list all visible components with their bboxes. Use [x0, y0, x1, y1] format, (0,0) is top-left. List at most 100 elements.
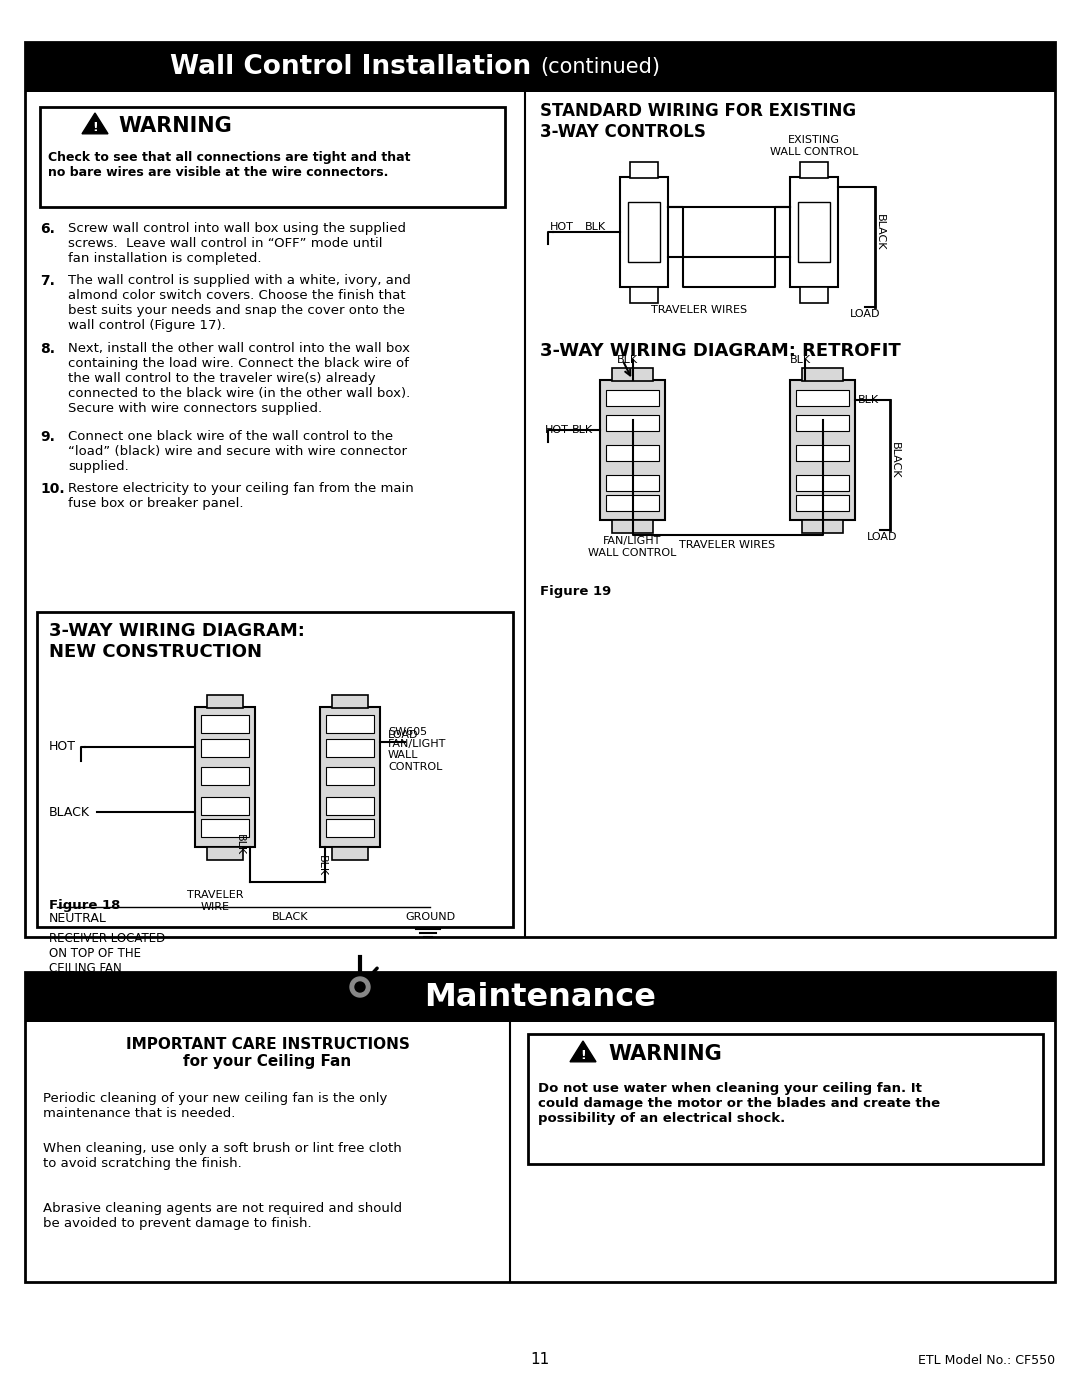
Bar [796, 390, 849, 407]
Bar [796, 495, 849, 511]
Bar [332, 847, 368, 861]
Bar [606, 390, 659, 407]
Text: BLK: BLK [235, 834, 245, 855]
Bar [630, 286, 658, 303]
Text: WARNING: WARNING [608, 1044, 721, 1065]
Bar [326, 819, 374, 837]
Bar [620, 177, 669, 286]
Text: Screw wall control into wall box using the supplied
screws.  Leave wall control : Screw wall control into wall box using t… [68, 222, 406, 265]
Text: SW605
FAN/LIGHT
WALL
CONTROL: SW605 FAN/LIGHT WALL CONTROL [388, 726, 446, 771]
Text: IMPORTANT CARE INSTRUCTIONS
for your Ceiling Fan: IMPORTANT CARE INSTRUCTIONS for your Cei… [125, 1037, 409, 1069]
Bar [25, 972, 1055, 1282]
Text: !: ! [92, 120, 98, 134]
Text: Connect one black wire of the wall control to the
“load” (black) wire and secure: Connect one black wire of the wall contr… [68, 430, 407, 474]
Text: 9.: 9. [40, 430, 55, 444]
Text: Wall Control Installation: Wall Control Installation [170, 54, 540, 80]
Bar [40, 108, 505, 207]
Text: BLACK: BLACK [49, 806, 90, 819]
Bar [606, 446, 659, 461]
Bar [201, 715, 249, 733]
Circle shape [355, 982, 365, 992]
Bar [800, 162, 828, 177]
Text: TRAVELER WIRES: TRAVELER WIRES [651, 305, 747, 314]
Text: WARNING: WARNING [118, 116, 232, 136]
Bar [207, 694, 243, 708]
Text: BLK: BLK [585, 222, 606, 232]
Bar [25, 42, 1055, 937]
Text: BLK: BLK [572, 425, 593, 434]
Text: Abrasive cleaning agents are not required and should
be avoided to prevent damag: Abrasive cleaning agents are not require… [43, 1201, 402, 1229]
Bar [606, 475, 659, 490]
Text: Restore electricity to your ceiling fan from the main
fuse box or breaker panel.: Restore electricity to your ceiling fan … [68, 482, 414, 510]
Text: BLK: BLK [617, 355, 638, 365]
Bar [326, 739, 374, 757]
Bar [326, 798, 374, 814]
Text: 11: 11 [530, 1352, 550, 1368]
Text: GROUND: GROUND [405, 912, 455, 922]
Bar [627, 203, 660, 263]
Bar [201, 819, 249, 837]
Text: ETL Model No.: CF550: ETL Model No.: CF550 [918, 1354, 1055, 1366]
Text: !: ! [580, 1049, 585, 1062]
Text: LOAD: LOAD [850, 309, 880, 319]
Polygon shape [570, 1041, 596, 1062]
Bar [606, 495, 659, 511]
Text: BLK: BLK [789, 355, 811, 365]
Bar [195, 707, 255, 847]
Text: LOAD: LOAD [867, 532, 897, 542]
Bar [25, 972, 1055, 1023]
Polygon shape [82, 113, 108, 134]
Text: HOT: HOT [550, 222, 573, 232]
Bar [326, 767, 374, 785]
Bar [201, 767, 249, 785]
Text: NEUTRAL: NEUTRAL [49, 912, 107, 925]
Bar [796, 446, 849, 461]
Bar [789, 380, 855, 520]
Bar [796, 415, 849, 432]
Text: The wall control is supplied with a white, ivory, and
almond color switch covers: The wall control is supplied with a whit… [68, 274, 410, 332]
Bar [802, 367, 843, 381]
Bar [201, 739, 249, 757]
Bar [630, 162, 658, 177]
Bar [796, 475, 849, 490]
Bar [207, 847, 243, 861]
Text: STANDARD WIRING FOR EXISTING
3-WAY CONTROLS: STANDARD WIRING FOR EXISTING 3-WAY CONTR… [540, 102, 856, 141]
Bar [528, 1034, 1043, 1164]
Bar [25, 42, 1055, 92]
Text: BLACK: BLACK [890, 441, 900, 478]
Text: EXISTING
WALL CONTROL: EXISTING WALL CONTROL [770, 136, 859, 156]
Bar [326, 715, 374, 733]
Text: TRAVELER
WIRE: TRAVELER WIRE [187, 890, 243, 912]
Bar [800, 286, 828, 303]
Bar [320, 707, 380, 847]
Text: 8.: 8. [40, 342, 55, 356]
Text: Do not use water when cleaning your ceiling fan. It
could damage the motor or th: Do not use water when cleaning your ceil… [538, 1083, 940, 1125]
Bar [37, 612, 513, 928]
Text: 10.: 10. [40, 482, 65, 496]
Text: TRAVELER WIRES: TRAVELER WIRES [679, 541, 775, 550]
Text: FAN/LIGHT
WALL CONTROL: FAN/LIGHT WALL CONTROL [589, 536, 677, 557]
Text: 7.: 7. [40, 274, 55, 288]
Bar [802, 520, 843, 534]
Bar [600, 380, 665, 520]
Circle shape [350, 977, 370, 997]
Bar [332, 694, 368, 708]
Text: BLACK: BLACK [272, 912, 308, 922]
Text: RECEIVER LOCATED
ON TOP OF THE
CEILING FAN: RECEIVER LOCATED ON TOP OF THE CEILING F… [49, 932, 165, 975]
Text: 3-WAY WIRING DIAGRAM:
NEW CONSTRUCTION: 3-WAY WIRING DIAGRAM: NEW CONSTRUCTION [49, 622, 305, 661]
Text: BLACK: BLACK [875, 214, 885, 250]
Text: Figure 18: Figure 18 [49, 900, 120, 912]
Text: Next, install the other wall control into the wall box
containing the load wire.: Next, install the other wall control int… [68, 342, 410, 415]
Bar [201, 798, 249, 814]
Bar [789, 177, 838, 286]
Bar [612, 520, 653, 534]
Text: When cleaning, use only a soft brush or lint free cloth
to avoid scratching the : When cleaning, use only a soft brush or … [43, 1141, 402, 1171]
Text: 3-WAY WIRING DIAGRAM: RETROFIT: 3-WAY WIRING DIAGRAM: RETROFIT [540, 342, 901, 360]
Text: Periodic cleaning of your new ceiling fan is the only
maintenance that is needed: Periodic cleaning of your new ceiling fa… [43, 1092, 388, 1120]
Text: BLK: BLK [858, 395, 879, 405]
Text: HOT: HOT [545, 425, 569, 434]
Text: Check to see that all connections are tight and that
no bare wires are visible a: Check to see that all connections are ti… [48, 151, 410, 179]
Bar [612, 367, 653, 381]
Text: Maintenance: Maintenance [424, 982, 656, 1013]
Text: BLK: BLK [318, 855, 327, 876]
